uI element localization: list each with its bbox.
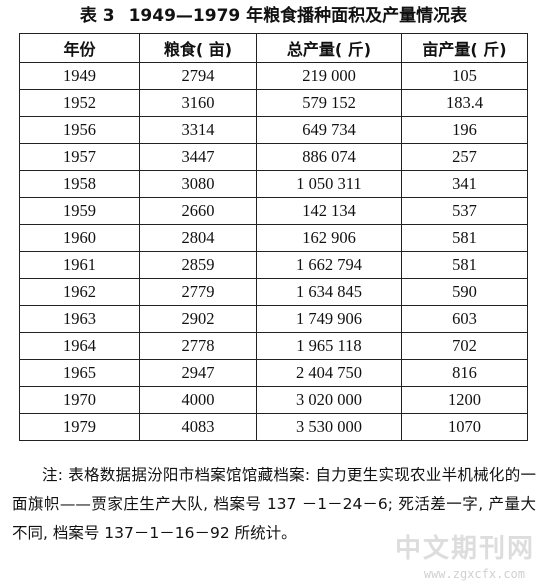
cell-yield-per-mu: 702 (401, 332, 528, 360)
cell-total-output: 2 404 750 (256, 359, 402, 387)
cell-total-output: 579 152 (256, 89, 402, 117)
cell-year: 1964 (19, 332, 140, 360)
cell-grain-area: 2902 (139, 305, 257, 333)
cell-total-output: 162 906 (256, 224, 402, 252)
table-caption: 1949—1979 年粮食播种面积及产量情况表 (128, 6, 468, 26)
cell-total-output: 3 020 000 (256, 386, 402, 414)
table-row: 1961 2859 1 662 794 581 (19, 251, 528, 279)
cell-year: 1960 (19, 224, 140, 252)
table-row: 1963 2902 1 749 906 603 (19, 305, 528, 333)
cell-yield-per-mu: 581 (401, 224, 528, 252)
grain-table: 年份 粮食( 亩) 总产量( 斤) 亩产量( 斤) 1949 2794 219 00… (19, 33, 528, 441)
table-row: 1965 2947 2 404 750 816 (19, 359, 528, 387)
cell-total-output: 886 074 (256, 143, 402, 171)
table-row: 1952 3160 579 152 183.4 (19, 89, 528, 117)
header-yield-per-mu: 亩产量( 斤) (401, 33, 528, 63)
table-row: 1956 3314 649 734 196 (19, 116, 528, 144)
cell-grain-area: 2804 (139, 224, 257, 252)
table-row: 1959 2660 142 134 537 (19, 197, 528, 225)
cell-year: 1979 (19, 413, 140, 441)
cell-grain-area: 2660 (139, 197, 257, 225)
cell-yield-per-mu: 183.4 (401, 89, 528, 117)
cell-total-output: 1 662 794 (256, 251, 402, 279)
cell-year: 1970 (19, 386, 140, 414)
cell-year: 1952 (19, 89, 140, 117)
cell-yield-per-mu: 196 (401, 116, 528, 144)
cell-yield-per-mu: 105 (401, 62, 528, 90)
cell-total-output: 1 050 311 (256, 170, 402, 198)
table-title: 表 3 1949—1979 年粮食播种面积及产量情况表 (0, 4, 547, 28)
cell-grain-area: 2794 (139, 62, 257, 90)
cell-year: 1962 (19, 278, 140, 306)
cell-grain-area: 4083 (139, 413, 257, 441)
table-body: 1949 2794 219 000 105 1952 3160 579 152 183.4 19… (19, 62, 528, 441)
cell-year: 1949 (19, 62, 140, 90)
cell-year: 1956 (19, 116, 140, 144)
cell-grain-area: 3447 (139, 143, 257, 171)
table-row: 1958 3080 1 050 311 341 (19, 170, 528, 198)
cell-yield-per-mu: 1200 (401, 386, 528, 414)
cell-yield-per-mu: 816 (401, 359, 528, 387)
cell-yield-per-mu: 590 (401, 278, 528, 306)
table-row: 1962 2779 1 634 845 590 (19, 278, 528, 306)
table-footnote: 注: 表格数据据汾阳市档案馆馆藏档案: 自力更生实现农业半机械化的一面旗帜——贾… (12, 466, 536, 542)
header-year: 年份 (19, 33, 140, 63)
cell-grain-area: 2778 (139, 332, 257, 360)
cell-year: 1957 (19, 143, 140, 171)
cell-grain-area: 2947 (139, 359, 257, 387)
table-row: 1970 4000 3 020 000 1200 (19, 386, 528, 414)
cell-total-output: 1 965 118 (256, 332, 402, 360)
table-row: 1979 4083 3 530 000 1070 (19, 413, 528, 441)
cell-total-output: 3 530 000 (256, 413, 402, 441)
cell-total-output: 1 749 906 (256, 305, 402, 333)
cell-yield-per-mu: 1070 (401, 413, 528, 441)
table-number: 表 3 (79, 6, 115, 26)
table-row: 1964 2778 1 965 118 702 (19, 332, 528, 360)
cell-yield-per-mu: 341 (401, 170, 528, 198)
cell-total-output: 1 634 845 (256, 278, 402, 306)
cell-year: 1959 (19, 197, 140, 225)
cell-grain-area: 3080 (139, 170, 257, 198)
cell-total-output: 649 734 (256, 116, 402, 144)
cell-grain-area: 2859 (139, 251, 257, 279)
cell-total-output: 219 000 (256, 62, 402, 90)
table-row: 1949 2794 219 000 105 (19, 62, 528, 90)
watermark-url: www.zgxcfx.com (423, 567, 525, 581)
header-total-output: 总产量( 斤) (256, 33, 402, 63)
cell-grain-area: 3160 (139, 89, 257, 117)
cell-year: 1958 (19, 170, 140, 198)
cell-grain-area: 3314 (139, 116, 257, 144)
table-row: 1960 2804 162 906 581 (19, 224, 528, 252)
cell-total-output: 142 134 (256, 197, 402, 225)
cell-year: 1961 (19, 251, 140, 279)
cell-year: 1965 (19, 359, 140, 387)
header-grain-area: 粮食( 亩) (139, 33, 257, 63)
table-row: 1957 3447 886 074 257 (19, 143, 528, 171)
cell-yield-per-mu: 257 (401, 143, 528, 171)
table-header-row: 年份 粮食( 亩) 总产量( 斤) 亩产量( 斤) (19, 33, 528, 63)
cell-grain-area: 2779 (139, 278, 257, 306)
cell-grain-area: 4000 (139, 386, 257, 414)
cell-yield-per-mu: 581 (401, 251, 528, 279)
cell-year: 1963 (19, 305, 140, 333)
cell-yield-per-mu: 537 (401, 197, 528, 225)
cell-yield-per-mu: 603 (401, 305, 528, 333)
